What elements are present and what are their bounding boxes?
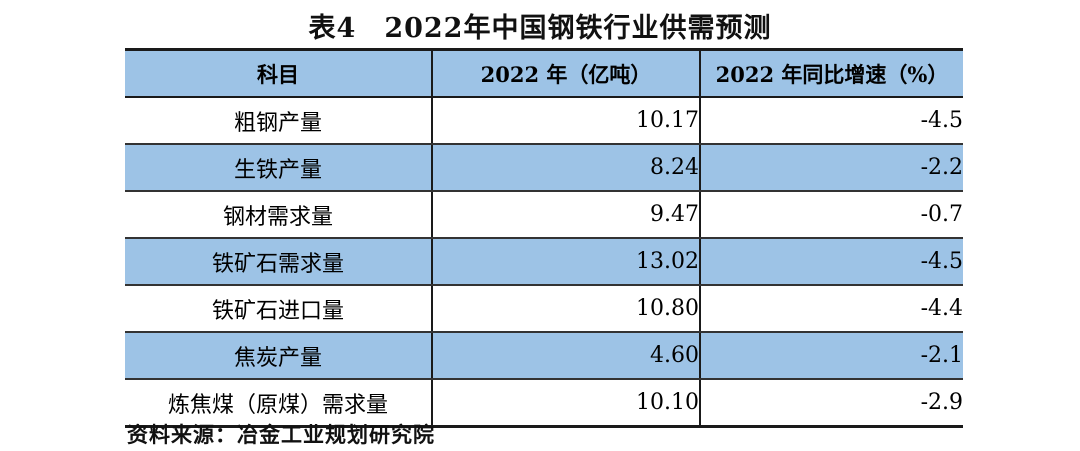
- table-row: 铁矿石进口量 10.80 -4.4: [125, 285, 963, 333]
- forecast-table: 科目 2022 年（亿吨） 2022 年同比增速（%） 粗钢产量 10.17 -4.…: [125, 48, 963, 428]
- table-title: 表4 2022年中国钢铁行业供需预测: [308, 13, 772, 44]
- table-row: 焦炭产量 4.60 -2.1: [125, 332, 963, 380]
- row-growth-rate: -4.5: [699, 238, 963, 286]
- row-2022-value: 8.24: [431, 144, 700, 192]
- row-2022-value: 9.47: [431, 191, 700, 239]
- table-row: 粗钢产量 10.17 -4.5: [125, 97, 963, 145]
- row-growth-rate: -4.4: [699, 285, 963, 333]
- row-item-label: 粗钢产量: [125, 97, 432, 145]
- row-growth-rate: -2.1: [699, 332, 963, 380]
- row-item-label: 焦炭产量: [125, 332, 432, 380]
- row-growth-rate: -2.2: [699, 144, 963, 192]
- source-note: 资料来源：冶金工业规划研究院: [127, 422, 435, 447]
- row-growth-rate: -4.5: [699, 97, 963, 145]
- header-item: 科目: [125, 48, 432, 98]
- row-2022-value: 10.80: [431, 285, 700, 333]
- row-item-label: 铁矿石进口量: [125, 285, 432, 333]
- row-item-label: 生铁产量: [125, 144, 432, 192]
- header-row: 科目 2022 年（亿吨） 2022 年同比增速（%）: [125, 48, 963, 98]
- row-2022-value: 10.10: [431, 379, 700, 428]
- table-row: 钢材需求量 9.47 -0.7: [125, 191, 963, 239]
- row-item-label: 铁矿石需求量: [125, 238, 432, 286]
- row-item-label: 钢材需求量: [125, 191, 432, 239]
- table-row: 炼焦煤（原煤）需求量 10.10 -2.9: [125, 379, 963, 428]
- header-2022-value: 2022 年（亿吨）: [431, 48, 700, 98]
- row-item-label: 炼焦煤（原煤）需求量: [125, 379, 432, 428]
- row-2022-value: 13.02: [431, 238, 700, 286]
- row-2022-value: 4.60: [431, 332, 700, 380]
- table-row: 铁矿石需求量 13.02 -4.5: [125, 238, 963, 286]
- row-2022-value: 10.17: [431, 97, 700, 145]
- table-row: 生铁产量 8.24 -2.2: [125, 144, 963, 192]
- row-growth-rate: -0.7: [699, 191, 963, 239]
- row-growth-rate: -2.9: [699, 379, 963, 428]
- header-growth-rate: 2022 年同比增速（%）: [699, 48, 963, 98]
